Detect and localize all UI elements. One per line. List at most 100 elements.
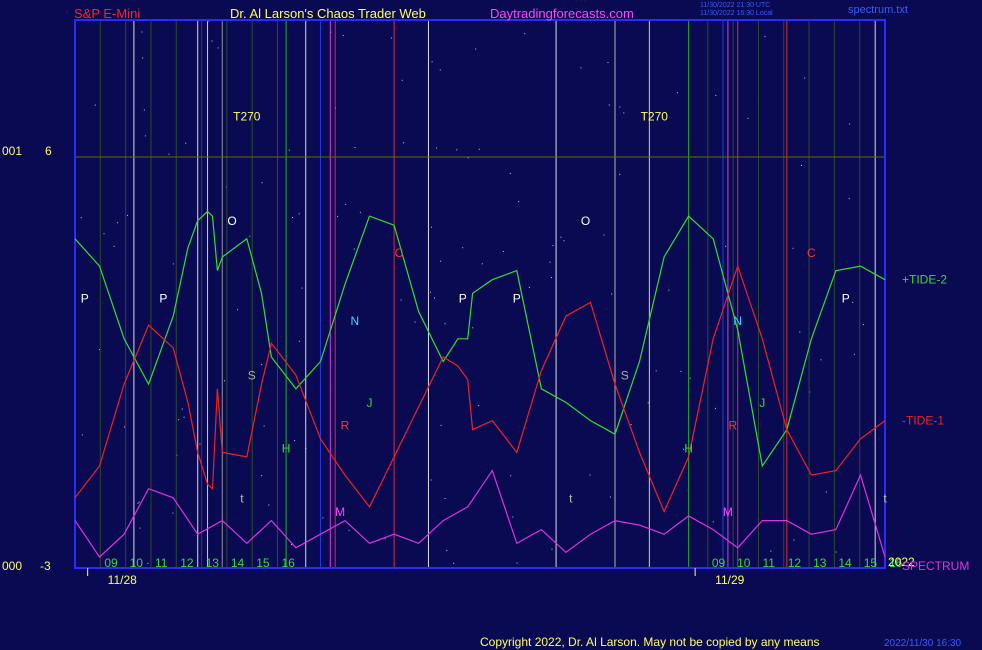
copyright: Copyright 2022, Dr. Al Larson. May not b… bbox=[480, 635, 820, 649]
star-dot bbox=[550, 277, 552, 279]
event-label: N bbox=[350, 314, 359, 328]
star-dot bbox=[384, 538, 386, 540]
star-dot bbox=[81, 434, 83, 436]
star-dot bbox=[623, 112, 625, 114]
star-dot bbox=[825, 491, 827, 493]
star-dot bbox=[453, 562, 455, 564]
star-dot bbox=[472, 327, 474, 329]
star-dot bbox=[801, 164, 802, 166]
star-dot bbox=[143, 109, 145, 111]
star-dot bbox=[563, 240, 565, 242]
star-dot bbox=[608, 104, 610, 106]
star-dot bbox=[676, 92, 678, 94]
star-dot bbox=[446, 550, 448, 551]
star-dot bbox=[809, 391, 811, 393]
star-dot bbox=[301, 287, 303, 289]
star-dot bbox=[502, 251, 504, 252]
star-dot bbox=[261, 475, 263, 477]
event-label: S bbox=[248, 369, 256, 383]
star-dot bbox=[440, 260, 442, 262]
star-dot bbox=[549, 261, 551, 263]
star-dot bbox=[518, 201, 520, 203]
star-dot bbox=[176, 454, 178, 456]
x-tick-label: 09 bbox=[104, 556, 118, 570]
star-dot bbox=[725, 245, 727, 247]
star-dot bbox=[715, 94, 717, 96]
event-label: P bbox=[159, 291, 167, 305]
event-label: H bbox=[282, 441, 291, 455]
star-dot bbox=[224, 380, 225, 382]
date-label: 11/28 bbox=[108, 573, 137, 587]
star-dot bbox=[668, 289, 670, 291]
star-dot bbox=[528, 287, 530, 288]
star-dot bbox=[431, 226, 432, 228]
y-tick-label-bottom: -3 bbox=[40, 559, 51, 573]
star-dot bbox=[589, 474, 591, 476]
x-tick-label: 13 bbox=[813, 556, 827, 570]
star-dot bbox=[481, 263, 483, 265]
site-link[interactable]: Daytradingforecasts.com bbox=[490, 6, 634, 21]
star-dot bbox=[439, 69, 441, 71]
x-tick-label: 10 bbox=[737, 556, 751, 570]
event-label: t bbox=[569, 491, 573, 505]
star-dot bbox=[607, 62, 609, 63]
event-label: M bbox=[335, 505, 345, 519]
star-dot bbox=[138, 501, 140, 503]
star-dot bbox=[178, 419, 180, 421]
y-outer-label-top: 001 bbox=[2, 144, 22, 158]
star-dot bbox=[609, 496, 611, 498]
star-dot bbox=[431, 61, 433, 63]
event-label: J bbox=[759, 396, 765, 410]
star-dot bbox=[390, 37, 392, 39]
event-label: R bbox=[728, 419, 737, 433]
star-dot bbox=[630, 424, 632, 425]
star-dot bbox=[792, 247, 794, 249]
star-dot bbox=[400, 299, 402, 301]
star-dot bbox=[288, 149, 290, 151]
star-dot bbox=[619, 106, 621, 108]
star-dot bbox=[712, 521, 714, 523]
series-line-spectrum bbox=[74, 469, 886, 558]
star-dot bbox=[139, 527, 141, 529]
star-dot bbox=[249, 235, 251, 237]
star-dot bbox=[852, 301, 854, 303]
star-dot bbox=[147, 562, 149, 564]
star-dot bbox=[213, 560, 214, 562]
star-dot bbox=[268, 504, 270, 506]
star-dot bbox=[715, 407, 716, 409]
star-dot bbox=[848, 198, 850, 200]
star-dot bbox=[551, 548, 553, 550]
star-dot bbox=[444, 498, 446, 499]
star-dot bbox=[849, 123, 851, 125]
star-dot bbox=[510, 475, 512, 477]
star-dot bbox=[98, 349, 100, 350]
star-dot bbox=[611, 293, 613, 295]
star-dot bbox=[141, 31, 143, 33]
event-label: O bbox=[227, 214, 236, 228]
event-label: P bbox=[459, 291, 467, 305]
event-label: t bbox=[240, 491, 244, 505]
star-dot bbox=[799, 331, 801, 333]
series-end-label: +TIDE-2 bbox=[902, 273, 947, 287]
event-label: R bbox=[341, 419, 350, 433]
event-label: N bbox=[733, 314, 742, 328]
event-label: O bbox=[581, 214, 590, 228]
star-dot bbox=[683, 448, 684, 450]
y-tick-label-top: 6 bbox=[45, 144, 52, 158]
star-dot bbox=[552, 245, 554, 247]
year-label: 2022 bbox=[888, 555, 915, 569]
star-dot bbox=[126, 214, 128, 216]
spectrum-file: spectrum.txt bbox=[848, 4, 908, 16]
series-end-label: -TIDE-1 bbox=[902, 414, 944, 428]
star-dot bbox=[770, 550, 772, 552]
star-dot bbox=[183, 416, 185, 418]
star-dot bbox=[440, 424, 442, 426]
star-dot bbox=[793, 539, 795, 541]
star-dot bbox=[298, 340, 300, 342]
timestamp-local: 11/30/2022 16:30 Local bbox=[700, 10, 773, 17]
date-label: 11/29 bbox=[715, 573, 744, 587]
event-label: P bbox=[842, 291, 850, 305]
star-dot bbox=[181, 408, 183, 410]
star-dot bbox=[124, 426, 126, 428]
